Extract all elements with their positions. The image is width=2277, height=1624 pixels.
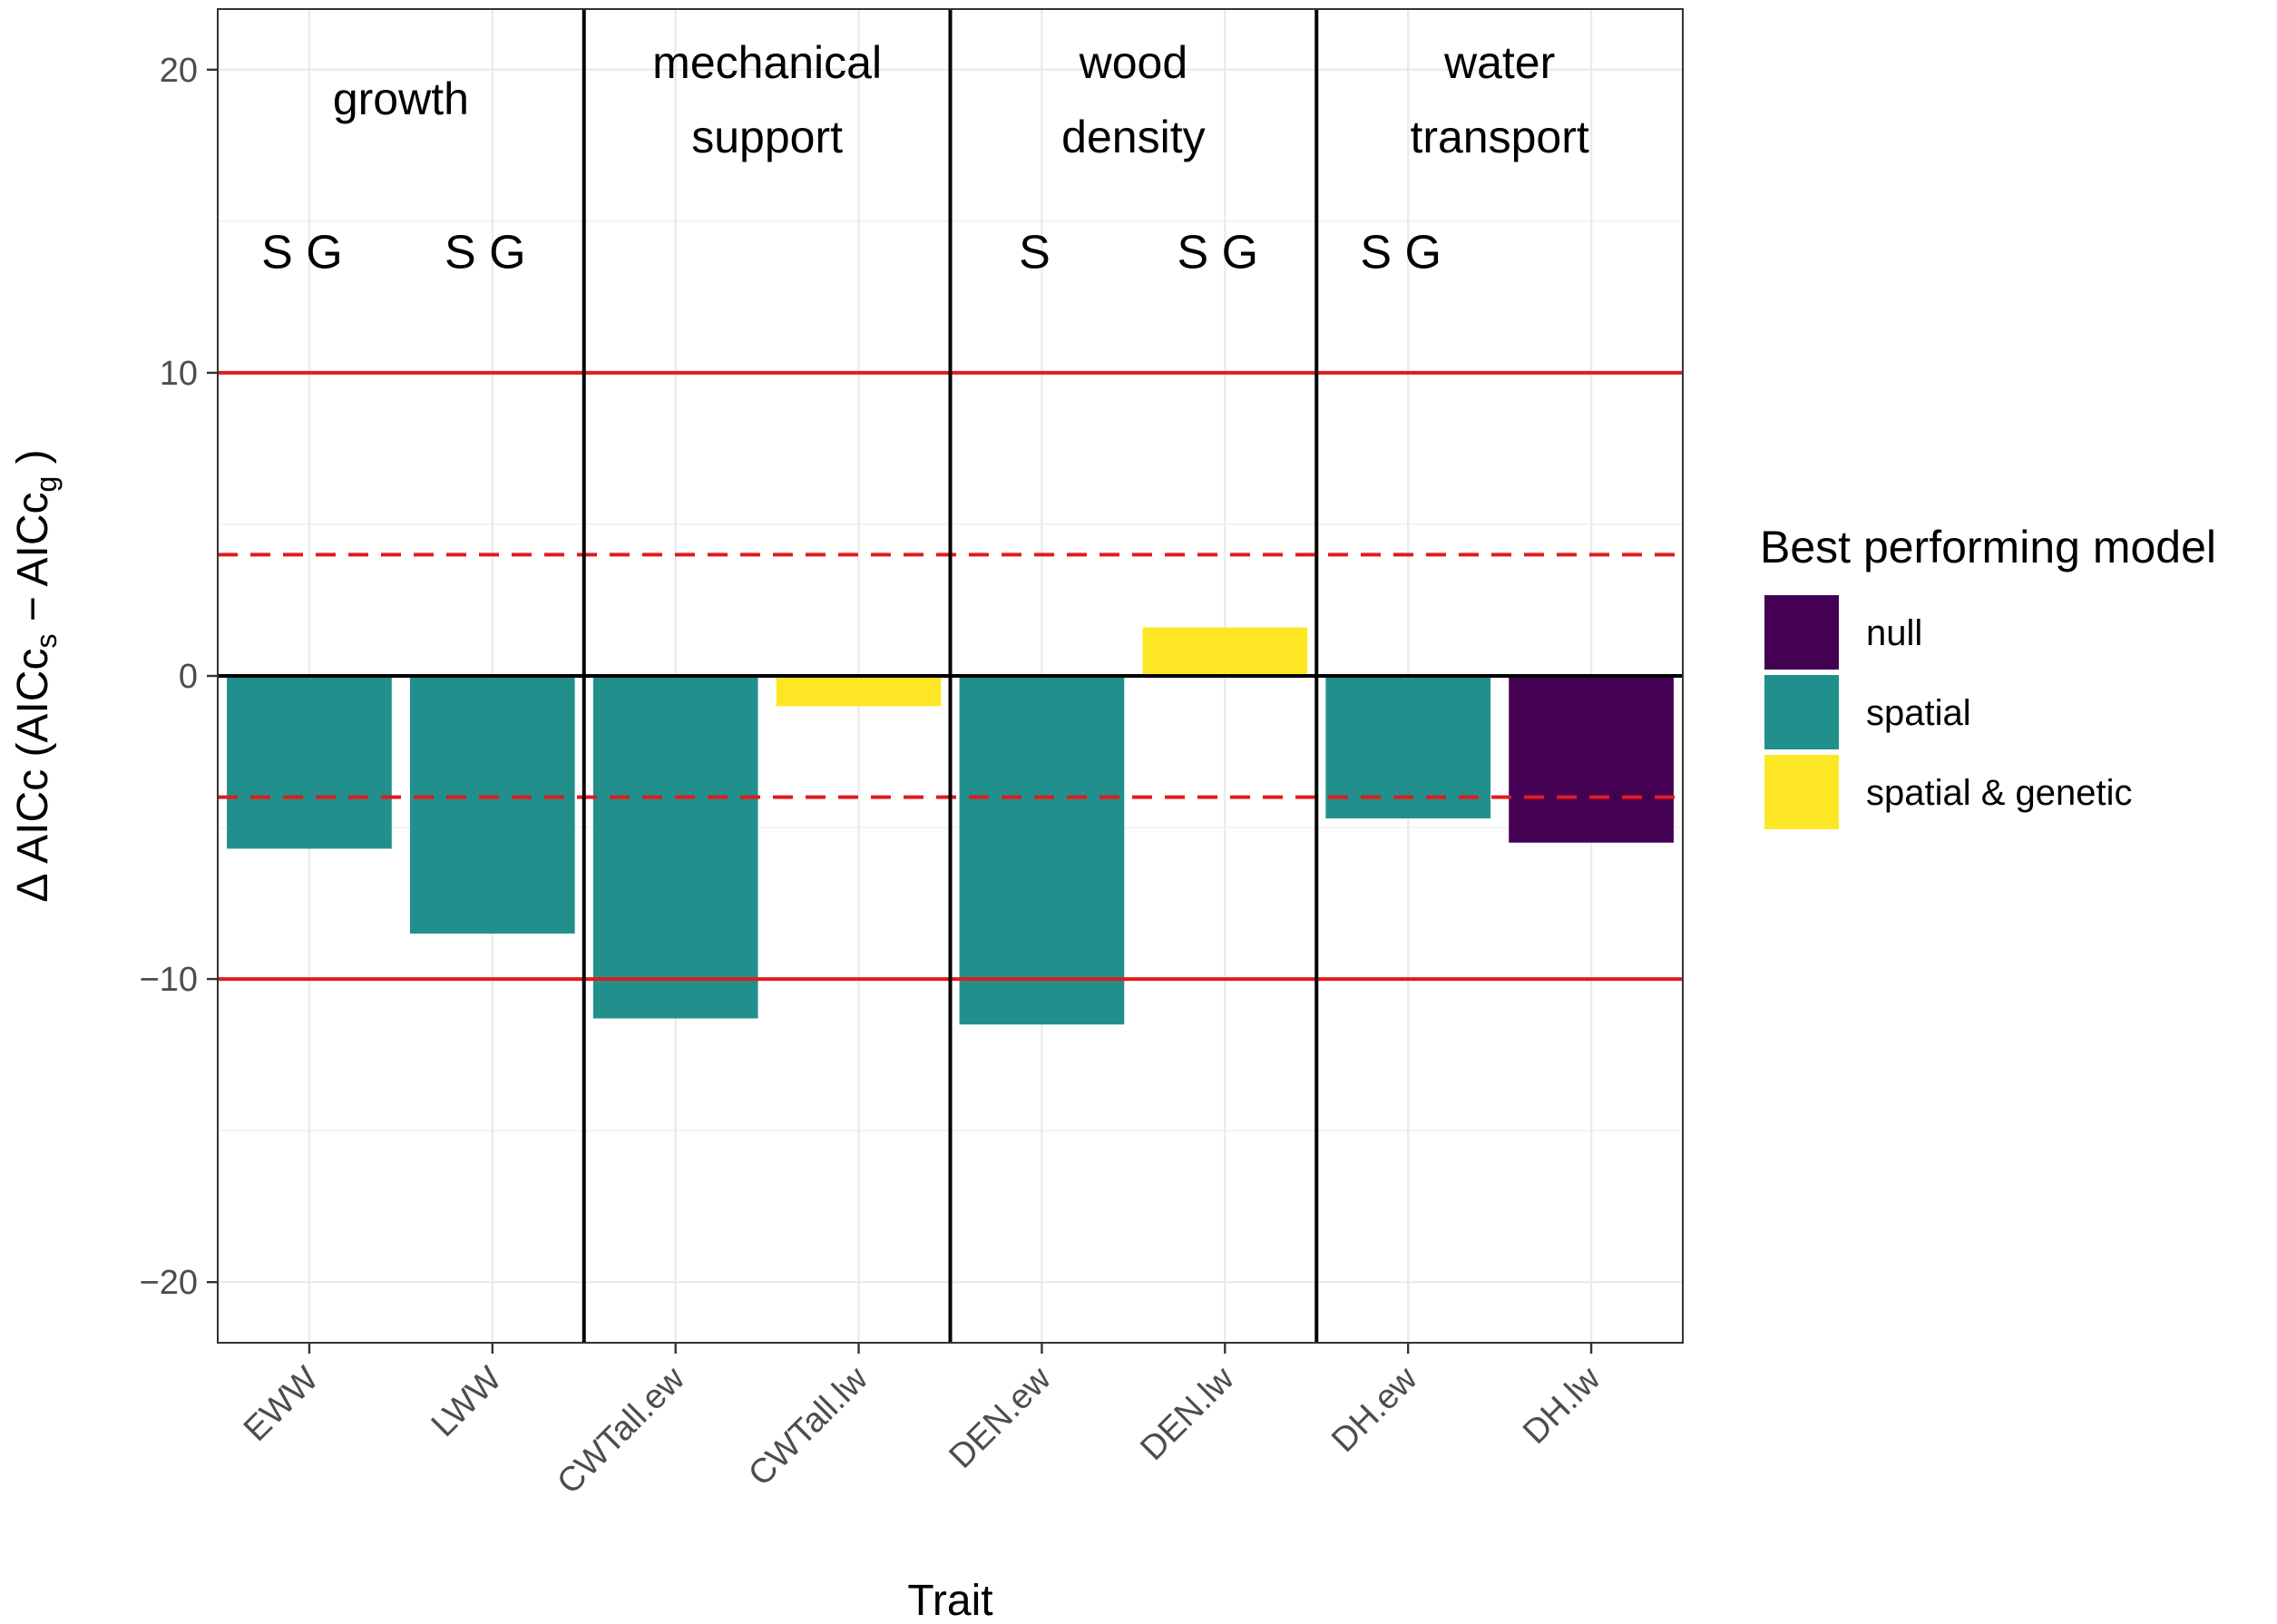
legend-key-null bbox=[1764, 595, 1839, 670]
bar-DEN.lw bbox=[1142, 627, 1308, 676]
legend-key-spatial bbox=[1764, 675, 1839, 749]
bar-CWTall.lw bbox=[776, 676, 942, 707]
group-label-transport: transport bbox=[1410, 112, 1588, 162]
bar-DEN.ew bbox=[959, 676, 1125, 1025]
legend: Best performing model null spatial spatial… bbox=[1760, 522, 2216, 829]
significance-label: S G bbox=[445, 226, 526, 279]
group-separators bbox=[581, 9, 1319, 1343]
bar-DH.ew bbox=[1325, 676, 1491, 819]
x-axis-title: Trait bbox=[907, 1577, 992, 1624]
y-axis-title-minus: − AICc bbox=[9, 492, 57, 633]
legend-label: spatial bbox=[1866, 693, 1971, 733]
y-axis-title-sub-s: s bbox=[30, 634, 63, 649]
bar-DH.lw bbox=[1509, 676, 1674, 843]
y-tick-label: 10 bbox=[160, 355, 198, 393]
y-tick-label: 20 bbox=[160, 52, 198, 90]
y-axis: 20 10 0 −10 −20 bbox=[140, 52, 218, 1302]
group-label-mechanical: mechanical bbox=[652, 37, 882, 88]
legend-label: null bbox=[1866, 613, 1922, 653]
legend-label: spatial & genetic bbox=[1866, 773, 2133, 813]
group-label-density: density bbox=[1061, 112, 1205, 162]
group-label-water: water bbox=[1443, 37, 1555, 88]
y-tick-label: −20 bbox=[140, 1264, 198, 1302]
y-tick-label: −10 bbox=[140, 961, 198, 999]
significance-label: S G bbox=[1360, 226, 1441, 279]
legend-title: Best performing model bbox=[1760, 522, 2216, 572]
group-labels: growth mechanical support wood density water t… bbox=[333, 37, 1589, 162]
bar-LWW bbox=[409, 676, 575, 934]
y-axis-title-suffix: ) bbox=[9, 449, 57, 475]
bar-EWW bbox=[227, 676, 392, 849]
y-tick-label: 0 bbox=[179, 658, 198, 696]
group-label-wood: wood bbox=[1079, 37, 1188, 88]
bar-CWTall.ew bbox=[592, 676, 758, 1019]
y-axis-title: Δ AICc (AICcs − AICcg ) bbox=[9, 449, 63, 902]
group-label-growth: growth bbox=[333, 73, 469, 124]
significance-label: S G bbox=[261, 226, 343, 279]
legend-key-spatial-genetic bbox=[1764, 755, 1839, 829]
y-axis-title-prefix: Δ AICc (AICc bbox=[9, 649, 57, 903]
significance-label: S G bbox=[1178, 226, 1259, 279]
significance-label: S bbox=[1019, 226, 1051, 279]
bars bbox=[227, 627, 1674, 1025]
y-axis-title-sub-g: g bbox=[30, 476, 63, 493]
legend-items: null spatial spatial & genetic bbox=[1764, 595, 2133, 829]
group-label-support: support bbox=[691, 112, 843, 162]
